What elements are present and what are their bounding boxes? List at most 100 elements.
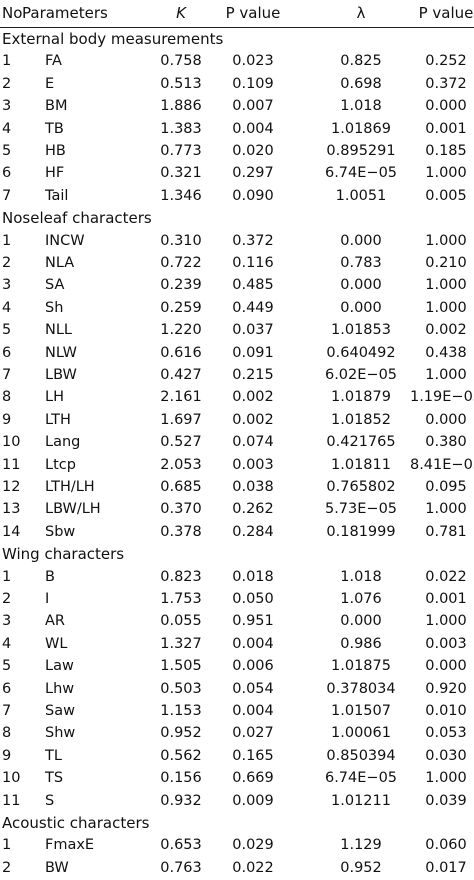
header-row: No Parameters K P value λ P value xyxy=(0,0,474,28)
table-cell: 0.758 xyxy=(160,53,202,70)
table-cell: 9 xyxy=(2,411,12,428)
table-cell: 0.783 xyxy=(340,255,382,271)
table-cell: 0.023 xyxy=(232,53,274,70)
table-cell: 0.017 xyxy=(425,859,467,876)
section-row: External body measurements xyxy=(0,28,474,50)
table-cell: 9 xyxy=(2,747,12,764)
table-cell: 0.002 xyxy=(232,411,274,428)
data-row: 2 E 0.513 0.109 0.698 0.372 xyxy=(0,73,474,95)
data-row: 9 TL 0.562 0.165 0.850394 0.030 xyxy=(0,745,474,767)
data-row: 7 Saw 1.153 0.004 1.01507 0.010 xyxy=(0,700,474,722)
table-cell: 1.697 xyxy=(160,411,202,428)
table-cell: 0.054 xyxy=(232,680,274,697)
table-cell: 10 xyxy=(2,770,21,787)
table-cell: HF xyxy=(45,165,65,182)
table-cell: 1.000 xyxy=(425,165,467,182)
table-cell: 1.000 xyxy=(425,299,467,316)
table-cell: 7 xyxy=(2,703,12,719)
table-cell: 0.421765 xyxy=(326,434,396,451)
table-cell: 1.505 xyxy=(160,658,202,675)
table-cell: 0.765802 xyxy=(326,479,396,495)
table-cell: 0.001 xyxy=(425,120,467,137)
table-cell: 0.449 xyxy=(232,299,274,316)
table-cell: 0.485 xyxy=(232,277,274,294)
table-cell: 0.850394 xyxy=(326,747,396,764)
table-cell: 0.038 xyxy=(232,479,274,495)
table-cell: 0.773 xyxy=(160,143,202,159)
table-cell: 1 xyxy=(2,53,12,70)
table-cell: BM xyxy=(45,98,68,115)
table-cell: 8 xyxy=(2,389,12,406)
data-row: 4 WL 1.327 0.004 0.986 0.003 xyxy=(0,633,474,655)
table-cell: FA xyxy=(45,53,62,70)
table-cell: 0.378034 xyxy=(326,680,396,697)
table-cell: 0.562 xyxy=(160,747,202,764)
table-cell: 0.090 xyxy=(232,187,274,204)
table-cell: LH xyxy=(45,389,64,406)
table-cell: 0.284 xyxy=(232,523,274,540)
table-cell: 6 xyxy=(2,680,12,697)
table-cell: E xyxy=(45,75,55,92)
table-cell: 2.053 xyxy=(160,456,202,473)
table-cell: TL xyxy=(45,747,62,764)
table-cell: 0.722 xyxy=(160,255,202,271)
table-cell: NLA xyxy=(45,255,75,271)
table-cell: 1.018 xyxy=(340,568,382,585)
table-cell: 5.73E−05 xyxy=(324,501,398,518)
table-cell: 0.060 xyxy=(425,837,467,854)
header-cell: P value xyxy=(225,4,281,22)
table-cell: NLL xyxy=(45,322,73,339)
table-cell: 0.006 xyxy=(232,658,274,675)
table-cell: 0.010 xyxy=(425,703,467,719)
header-cell: K xyxy=(176,4,186,22)
table-cell: 1.01869 xyxy=(331,120,391,137)
table-cell: LBW/LH xyxy=(45,501,101,518)
table-cell: 0.022 xyxy=(425,568,467,585)
table-cell: 0.653 xyxy=(160,837,202,854)
table-cell: 2 xyxy=(2,255,12,271)
data-row: 9 LTH 1.697 0.002 1.01852 0.000 xyxy=(0,409,474,431)
table-cell: 0.685 xyxy=(160,479,202,495)
table-cell: 0.239 xyxy=(160,277,202,294)
table-cell: 0.378 xyxy=(160,523,202,540)
table-cell: I xyxy=(45,591,50,607)
table-cell: 3 xyxy=(2,277,12,294)
table-cell: 0.000 xyxy=(425,658,467,675)
data-row: 6 Lhw 0.503 0.054 0.378034 0.920 xyxy=(0,678,474,700)
table-cell: 0.503 xyxy=(160,680,202,697)
table-cell: 14 xyxy=(2,523,21,540)
table-cell: 0.004 xyxy=(232,120,274,137)
table-cell: 0.037 xyxy=(232,322,274,339)
section-title: External body measurements xyxy=(2,30,224,48)
section-title: Noseleaf characters xyxy=(2,209,152,228)
data-row: 13 LBW/LH 0.370 0.262 5.73E−05 1.000 xyxy=(0,498,474,520)
table-cell: 0.952 xyxy=(340,859,382,876)
table-cell: 0.215 xyxy=(232,367,274,383)
table-cell: 0.003 xyxy=(232,456,274,473)
table-cell: TS xyxy=(45,770,64,787)
table-cell: 0.427 xyxy=(160,367,202,383)
data-row: 1 FA 0.758 0.023 0.825 0.252 xyxy=(0,50,474,72)
table-cell: 0.000 xyxy=(425,411,467,428)
table-cell: Law xyxy=(45,658,74,675)
table-cell: Sbw xyxy=(45,523,76,540)
table-cell: 1.327 xyxy=(160,635,202,652)
table-cell: 0.000 xyxy=(340,277,382,294)
table-cell: 0.005 xyxy=(425,187,467,204)
section-row: Wing characters xyxy=(0,543,474,565)
table-cell: NLW xyxy=(45,344,77,361)
table-cell: 1.129 xyxy=(340,837,382,854)
table-cell: Lhw xyxy=(45,680,75,697)
table-cell: 11 xyxy=(2,456,21,473)
table-cell: INCW xyxy=(45,232,85,249)
table-cell: BW xyxy=(45,859,69,876)
data-row: 11 Ltcp 2.053 0.003 1.01811 8.41E−05 xyxy=(0,454,474,476)
table-cell: 0.004 xyxy=(232,703,274,719)
table-cell: 0.116 xyxy=(232,255,274,271)
header-cell: Parameters xyxy=(22,4,108,22)
table-cell: 0.527 xyxy=(160,434,202,451)
table-cell: 2 xyxy=(2,75,12,92)
table-cell: S xyxy=(45,792,55,809)
table-cell: LBW xyxy=(45,367,77,383)
